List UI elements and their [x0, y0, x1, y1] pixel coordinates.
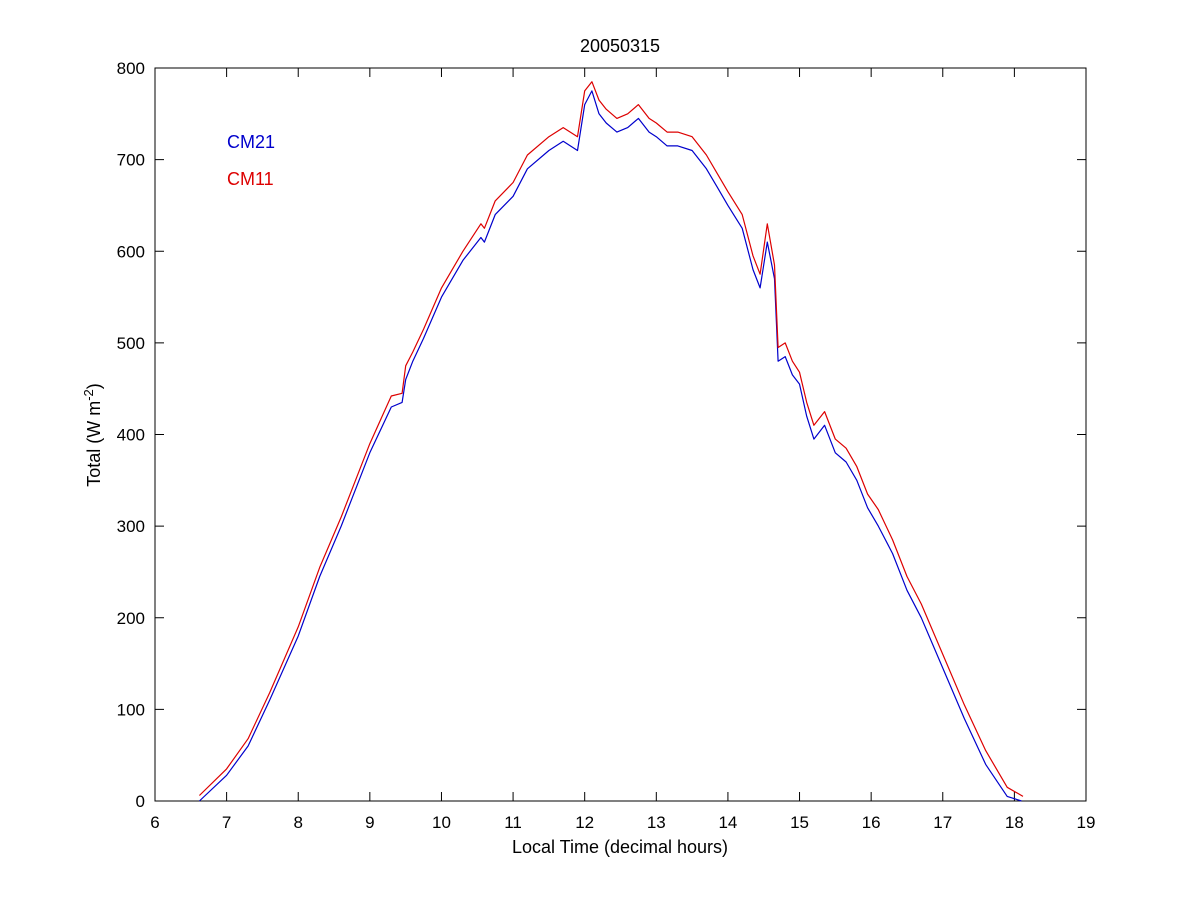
y-tick-label: 600: [117, 242, 145, 261]
x-axis-ticks: 6 7 8 9 10 11 12 13 14 15 16 17 18 19: [150, 68, 1095, 832]
x-tick-label: 12: [575, 813, 594, 832]
legend-entry-cm11: CM11: [227, 169, 274, 189]
x-tick-label: 10: [432, 813, 451, 832]
series-line-cm11: [198, 81, 1024, 797]
y-tick-label: 0: [136, 792, 145, 811]
x-axis-title: Local Time (decimal hours): [512, 837, 728, 857]
y-axis-title-main: Total (W m: [84, 401, 104, 487]
x-tick-label: 11: [504, 813, 522, 832]
x-tick-label: 19: [1077, 813, 1096, 832]
x-tick-label: 9: [365, 813, 374, 832]
x-tick-label: 14: [718, 813, 737, 832]
x-tick-label: 7: [222, 813, 231, 832]
y-axis-title: Total (W m-2): [81, 383, 104, 487]
y-tick-label: 300: [117, 517, 145, 536]
series-layer: [198, 81, 1024, 802]
plot-area: [154, 67, 1087, 802]
x-tick-label: 8: [293, 813, 302, 832]
x-tick-label: 16: [862, 813, 881, 832]
y-tick-label: 400: [117, 426, 145, 445]
y-tick-label: 500: [117, 334, 145, 353]
y-tick-label: 800: [117, 59, 145, 78]
y-axis-title-superscript: -2: [81, 389, 96, 401]
y-tick-label: 100: [117, 700, 145, 719]
x-tick-label: 15: [790, 813, 809, 832]
y-axis-title-suffix: ): [84, 383, 104, 389]
series-line-cm21: [198, 90, 1022, 802]
x-tick-label: 13: [647, 813, 666, 832]
x-tick-label: 18: [1005, 813, 1024, 832]
y-tick-label: 700: [117, 151, 145, 170]
y-axis-ticks: 0 100 200 300 400 500 600 700 800: [117, 59, 1086, 811]
x-tick-label: 6: [150, 813, 159, 832]
legend-entry-cm21: CM21: [227, 132, 275, 152]
y-tick-label: 200: [117, 609, 145, 628]
chart-title: 20050315: [580, 36, 660, 56]
x-tick-label: 17: [933, 813, 952, 832]
